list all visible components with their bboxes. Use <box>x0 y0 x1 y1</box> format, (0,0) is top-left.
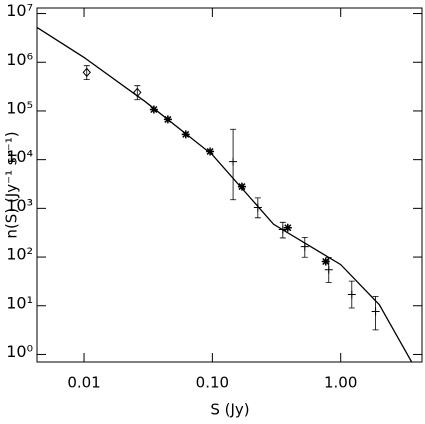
data-point <box>229 157 238 166</box>
y-tick-label: 10⁵ <box>6 98 33 117</box>
y-axis-label: n(S) (Jy⁻¹ sr⁻¹) <box>3 131 21 238</box>
plot-frame <box>36 7 423 363</box>
data-point <box>283 223 292 232</box>
x-tick-label: 0.01 <box>67 374 100 392</box>
data-point <box>163 115 172 124</box>
y-tick-label: 10⁰ <box>6 342 33 361</box>
data-point <box>133 87 142 98</box>
x-axis-label: S (Jy) <box>210 401 249 419</box>
y-tick-label: 10² <box>6 245 33 264</box>
data-point <box>300 242 309 251</box>
data-point <box>82 67 91 78</box>
data-point <box>347 290 356 299</box>
model-line <box>36 26 413 363</box>
data-point <box>181 130 190 139</box>
y-tick-label: 10³ <box>6 196 33 215</box>
data-point <box>206 147 215 156</box>
x-tick-label: 1.00 <box>324 374 357 392</box>
data-point <box>321 257 330 266</box>
data-point <box>253 203 262 212</box>
data-point <box>324 265 333 274</box>
y-tick-label: 10¹ <box>6 293 33 312</box>
y-tick-label: 10⁷ <box>6 1 33 20</box>
data-point <box>237 182 246 191</box>
data-point <box>149 105 158 114</box>
x-tick-label: 0.10 <box>196 374 229 392</box>
y-tick-label: 10⁶ <box>6 50 33 69</box>
data-point <box>278 225 287 234</box>
data-point <box>371 307 380 316</box>
y-tick-label: 10⁴ <box>6 147 33 166</box>
